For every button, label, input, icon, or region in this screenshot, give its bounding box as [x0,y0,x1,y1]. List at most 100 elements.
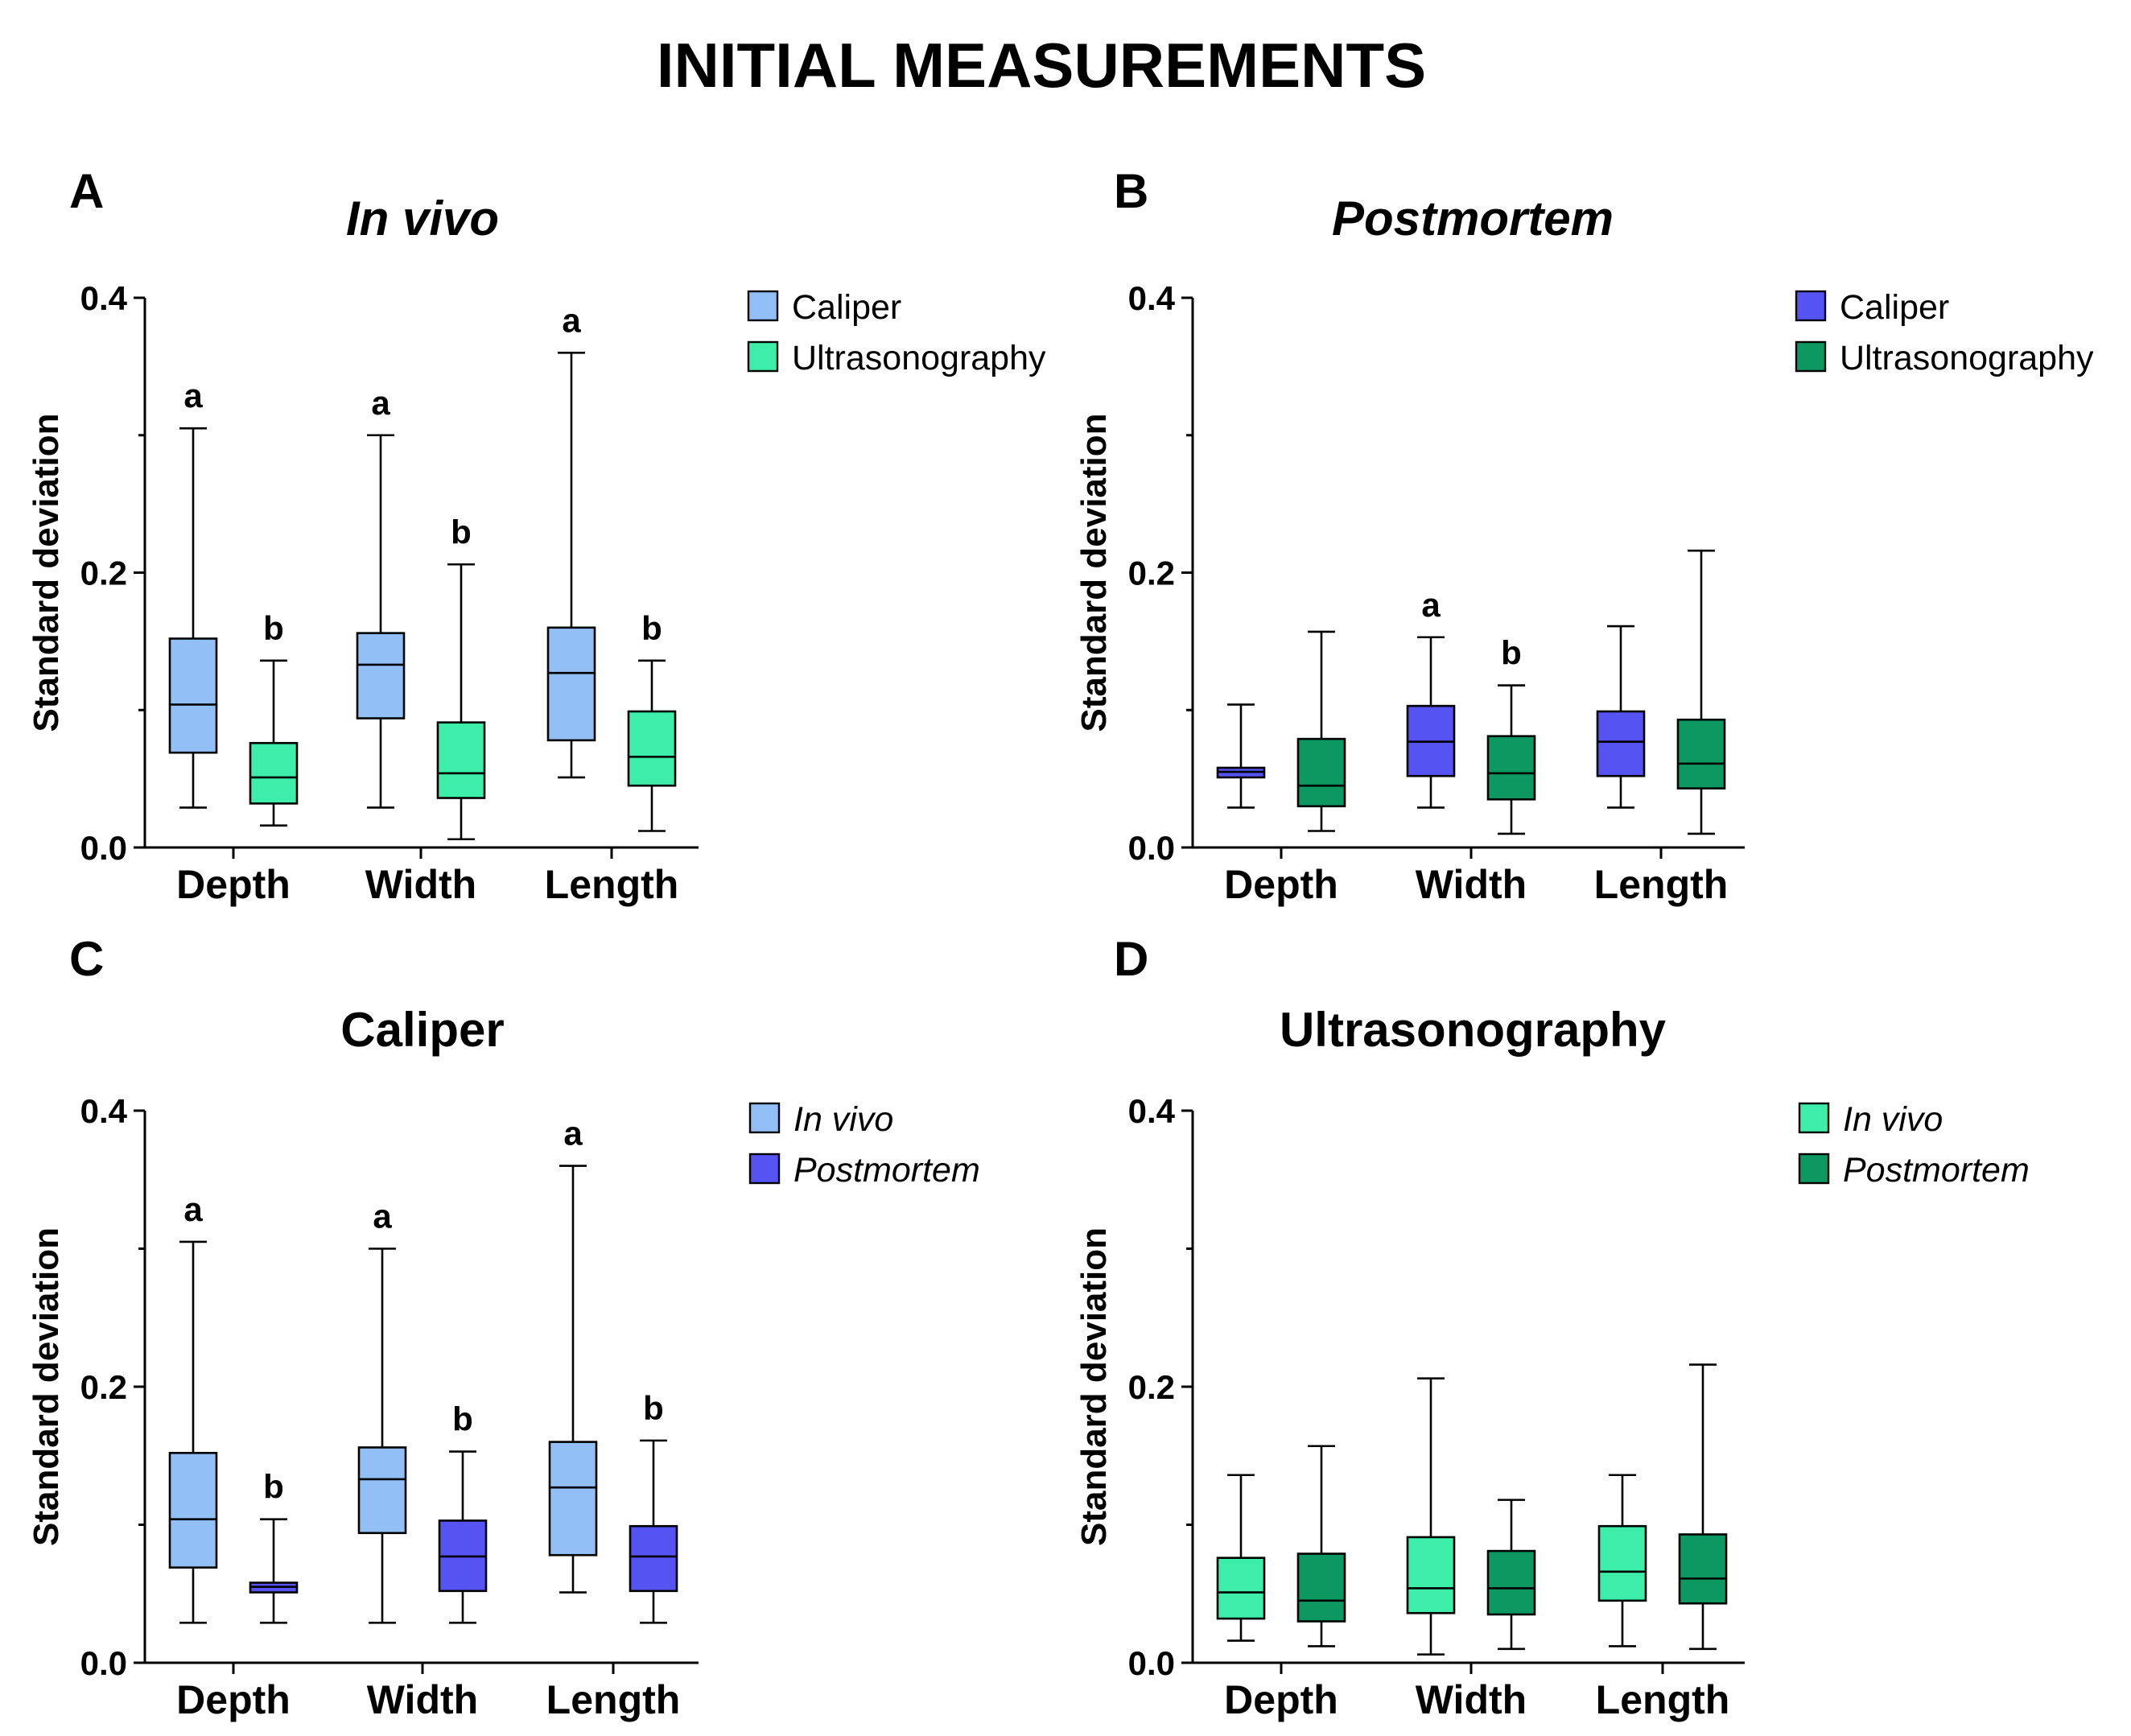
panel-letter: C [69,932,104,986]
legend-swatch [747,340,779,373]
legend: In vivo Postmortem [748,1100,980,1190]
legend-swatch [1795,290,1827,322]
panel-title: Postmortem [1332,192,1614,245]
y-tick-label: 0.0 [80,1644,127,1682]
legend-label: Caliper [792,288,901,327]
y-tick-label: 0.4 [80,1092,128,1130]
box-ultrasonography-depth [1296,630,1346,832]
box-ultrasonography-length: b [627,609,677,832]
x-category-label-depth: Depth [1224,862,1338,907]
box-in-vivo-width [1406,1377,1456,1656]
legend-swatch [1798,1102,1830,1134]
significance-label: a [371,384,390,422]
x-category-label-width: Width [367,1677,478,1722]
x-category-label-width: Width [365,862,476,907]
panel-letter: B [1114,164,1148,218]
y-tick-label: 0.2 [80,555,127,592]
y-tick-label: 0.0 [1128,829,1175,867]
x-category-label-length: Length [546,1677,681,1722]
significance-label: b [1501,634,1522,672]
box-caliper-length [1596,625,1646,809]
x-category-label-width: Width [1416,862,1527,907]
box-caliper-depth [1216,703,1266,809]
box-iqr [1406,1536,1456,1614]
panel-c: C Caliper Standard deviation 0.0 0.2 0.4 Depth… [27,932,980,1722]
panel-title: Ultrasonography [1280,1003,1667,1057]
significance-label: a [562,301,581,339]
x-category-label-length: Length [1596,1677,1730,1722]
box-ultrasonography-length [1676,549,1726,835]
y-tick-label: 0.0 [1128,1644,1175,1682]
box-iqr [249,741,299,805]
legend-label: Postmortem [1843,1151,2030,1190]
significance-label: a [183,377,203,414]
box-iqr [548,1441,598,1557]
legend-swatch [748,1102,781,1134]
y-axis-label: Standard deviation [1074,413,1114,732]
x-category-label-depth: Depth [176,1677,291,1722]
legend-label: Ultrasonography [1840,339,2094,377]
legend: Caliper Ultrasonography [747,288,1046,377]
x-category-label-length: Length [545,862,679,907]
legend: Caliper Ultrasonography [1795,288,2094,377]
y-tick-label: 0.0 [80,829,127,867]
box-iqr [1676,718,1726,790]
panels: A In vivo Standard deviation 0.0 0.2 0.4 Depth… [27,164,2094,1722]
box-iqr [356,632,406,720]
box-postmortem-depth [1296,1445,1346,1647]
box-ultrasonography-width: b [1486,634,1536,835]
legend: In vivo Postmortem [1798,1100,2030,1190]
x-category-label-width: Width [1416,1677,1527,1722]
panel-a: A In vivo Standard deviation 0.0 0.2 0.4 Depth… [27,164,1046,907]
box-iqr [357,1446,407,1535]
y-axis-label: Standard deviation [27,1227,66,1546]
x-category-label-depth: Depth [1224,1677,1338,1722]
box-iqr [1597,1524,1647,1602]
legend-label: Postmortem [793,1151,980,1190]
figure-title: INITIAL MEASUREMENTS [657,30,1426,101]
legend-label: In vivo [793,1100,893,1139]
box-iqr [1678,1533,1728,1605]
legend-swatch [747,290,779,322]
box-iqr [436,721,486,799]
y-tick-label: 0.2 [80,1368,127,1406]
significance-label: a [1421,586,1441,624]
box-postmortem-length: b [629,1389,678,1624]
box-iqr [1296,1553,1346,1623]
box-iqr [168,637,218,754]
box-iqr [546,626,596,742]
legend-swatch [748,1153,781,1185]
panel-title: In vivo [346,192,499,245]
significance-label: b [451,513,472,550]
legend-swatch [1795,340,1827,373]
panel-d: D Ultrasonography Standard deviation 0.0 0.2… [1074,932,2030,1722]
x-category-label-depth: Depth [176,862,291,907]
box-ultrasonography-width: b [436,513,486,841]
box-caliper-width: a [356,384,406,809]
box-postmortem-width [1486,1499,1536,1651]
significance-label: b [263,1468,284,1506]
panel-letter: D [1114,932,1148,986]
box-iqr [627,710,677,787]
y-tick-label: 0.4 [1128,1092,1176,1130]
y-tick-label: 0.2 [1128,1368,1175,1406]
box-iqr [1596,710,1646,777]
box-iqr [168,1452,218,1569]
legend-label: In vivo [1843,1100,1943,1139]
significance-label: b [263,609,284,647]
legend-label: Ultrasonography [792,339,1046,377]
box-postmortem-length [1678,1363,1728,1651]
panel-letter: A [69,164,104,218]
y-tick-label: 0.4 [80,279,128,317]
significance-label: a [563,1115,583,1153]
legend-label: Caliper [1840,288,1949,327]
box-postmortem-depth: b [249,1468,299,1624]
y-axis-label: Standard deviation [1074,1227,1114,1546]
panel-b: B Postmortem Standard deviation 0.0 0.2 0.4 De… [1074,164,2094,907]
y-axis-label: Standard deviation [27,413,66,732]
y-tick-label: 0.4 [1128,279,1176,317]
box-iqr [1296,737,1346,808]
legend-swatch [1798,1153,1830,1185]
box-iqr [1216,1557,1266,1620]
